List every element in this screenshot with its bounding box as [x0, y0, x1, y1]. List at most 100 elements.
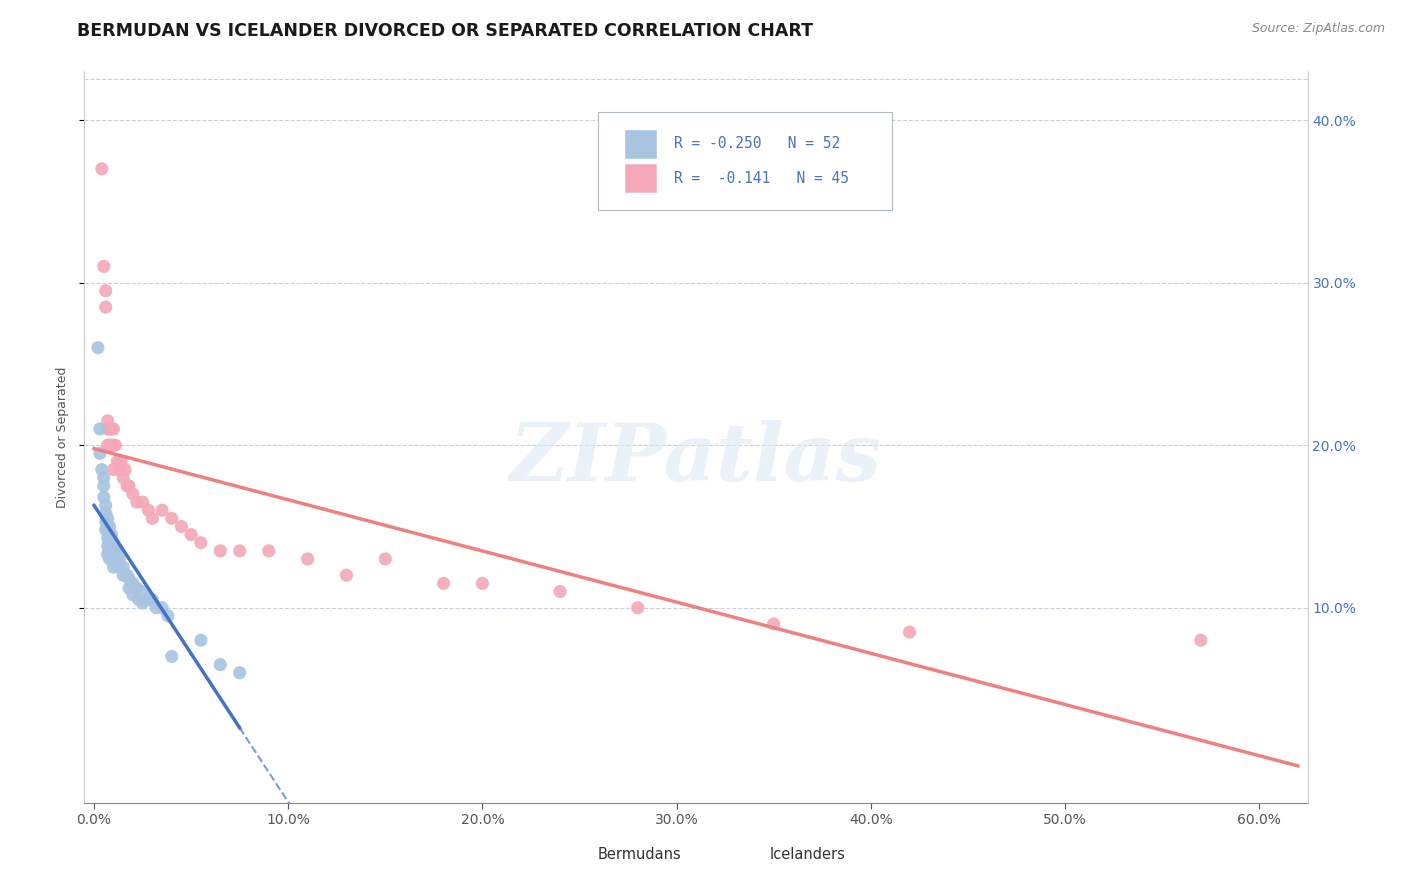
- Point: [97, 547, 120, 561]
- Point: [131, 495, 153, 509]
- Point: [108, 560, 131, 574]
- Point: [131, 596, 153, 610]
- Point: [97, 414, 120, 428]
- Point: [94, 284, 117, 298]
- Point: [105, 544, 128, 558]
- Point: [93, 260, 115, 274]
- Point: [103, 422, 125, 436]
- Text: Source: ZipAtlas.com: Source: ZipAtlas.com: [1251, 22, 1385, 36]
- Point: [115, 568, 138, 582]
- Point: [98, 544, 121, 558]
- Point: [118, 581, 141, 595]
- Point: [190, 535, 212, 549]
- Point: [87, 341, 110, 355]
- Point: [190, 633, 212, 648]
- Point: [125, 495, 148, 509]
- Point: [105, 454, 128, 468]
- FancyBboxPatch shape: [748, 842, 773, 870]
- Point: [228, 544, 250, 558]
- Point: [98, 552, 121, 566]
- Point: [94, 300, 117, 314]
- Point: [180, 527, 202, 541]
- Point: [90, 161, 112, 176]
- Point: [108, 462, 131, 476]
- Point: [94, 499, 117, 513]
- Point: [93, 490, 115, 504]
- Point: [98, 527, 121, 541]
- Point: [141, 511, 163, 525]
- Point: [97, 438, 120, 452]
- Point: [97, 511, 120, 525]
- Point: [108, 552, 131, 566]
- Point: [97, 422, 120, 436]
- Point: [122, 576, 145, 591]
- Point: [160, 649, 183, 664]
- Point: [97, 523, 120, 537]
- Text: R =  -0.141   N = 45: R = -0.141 N = 45: [673, 171, 849, 186]
- Point: [122, 588, 145, 602]
- Point: [98, 519, 121, 533]
- Point: [100, 547, 122, 561]
- Point: [100, 535, 122, 549]
- Text: ZIPatlas: ZIPatlas: [510, 420, 882, 498]
- Point: [141, 592, 163, 607]
- Point: [103, 462, 125, 476]
- Point: [98, 535, 121, 549]
- Point: [100, 527, 122, 541]
- Point: [93, 479, 115, 493]
- Point: [100, 438, 122, 452]
- Point: [374, 552, 396, 566]
- Point: [98, 438, 121, 452]
- Point: [257, 544, 280, 558]
- Point: [1189, 633, 1212, 648]
- Point: [103, 438, 125, 452]
- Point: [432, 576, 454, 591]
- Point: [228, 665, 250, 680]
- Point: [145, 600, 167, 615]
- Point: [150, 503, 173, 517]
- Point: [94, 523, 117, 537]
- Text: Icelanders: Icelanders: [769, 847, 845, 862]
- Point: [138, 503, 160, 517]
- FancyBboxPatch shape: [626, 164, 655, 192]
- Point: [156, 608, 179, 623]
- Point: [94, 507, 117, 521]
- Point: [110, 454, 132, 468]
- Text: Bermudans: Bermudans: [598, 847, 682, 862]
- FancyBboxPatch shape: [598, 112, 891, 211]
- Point: [97, 539, 120, 553]
- Point: [114, 462, 136, 476]
- Point: [94, 515, 117, 529]
- Point: [104, 438, 127, 452]
- Point: [112, 560, 135, 574]
- Point: [103, 560, 125, 574]
- Point: [335, 568, 357, 582]
- Text: R = -0.250   N = 52: R = -0.250 N = 52: [673, 136, 841, 151]
- Point: [103, 544, 125, 558]
- Point: [89, 446, 111, 460]
- Point: [100, 422, 122, 436]
- Point: [103, 552, 125, 566]
- Point: [898, 625, 921, 640]
- Point: [160, 511, 183, 525]
- Point: [97, 531, 120, 545]
- Point: [112, 568, 135, 582]
- Point: [170, 519, 193, 533]
- Point: [209, 657, 232, 672]
- Point: [125, 581, 148, 595]
- Point: [90, 462, 112, 476]
- Point: [128, 592, 150, 607]
- Point: [209, 544, 232, 558]
- Y-axis label: Divorced or Separated: Divorced or Separated: [56, 367, 69, 508]
- Point: [89, 422, 111, 436]
- Point: [138, 592, 160, 607]
- Point: [150, 600, 173, 615]
- Point: [93, 471, 115, 485]
- Point: [297, 552, 319, 566]
- Point: [118, 572, 141, 586]
- Point: [762, 617, 785, 632]
- Point: [122, 487, 145, 501]
- Point: [105, 555, 128, 569]
- Point: [131, 584, 153, 599]
- FancyBboxPatch shape: [626, 130, 655, 158]
